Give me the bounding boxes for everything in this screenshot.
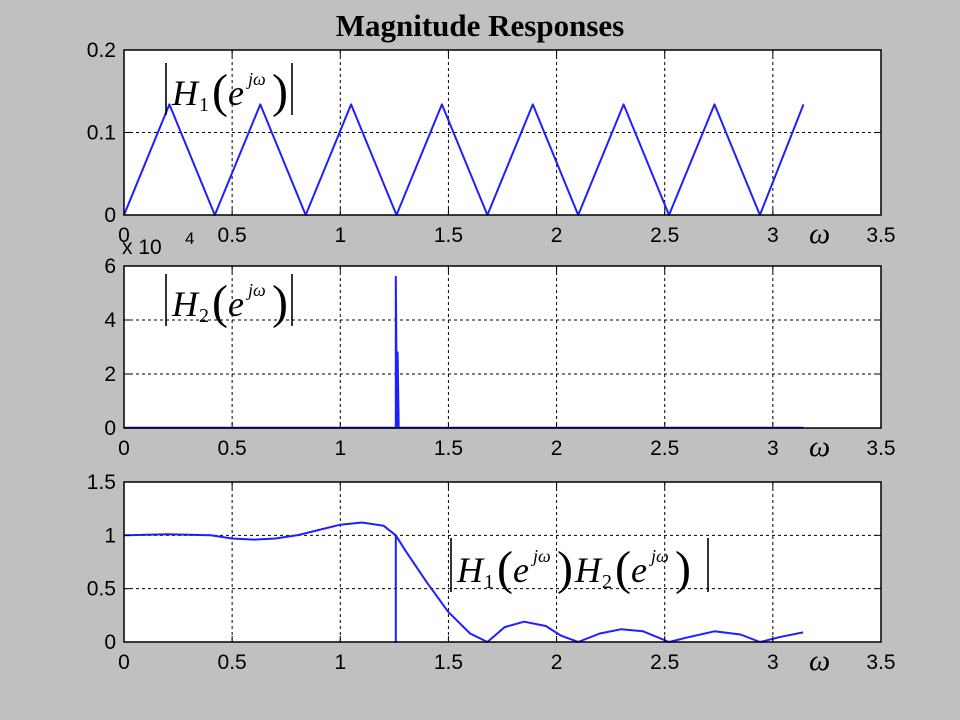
formula-exp-2: jω (649, 546, 669, 566)
formula-exp: jω (246, 280, 266, 300)
x-tick-label: 1.5 (434, 224, 463, 247)
x-tick-label: 0.5 (218, 224, 247, 247)
y-tick-label: 2 (104, 363, 116, 386)
scale-note-power: 4 (185, 229, 194, 248)
x-tick-label: 2 (551, 437, 563, 460)
formula-base-1: e (513, 550, 529, 590)
x-tick-label: 1 (334, 437, 346, 460)
formula-exp-1: jω (531, 546, 551, 566)
x-tick-label: 3 (767, 437, 779, 460)
x-tick-label: 0.5 (218, 651, 247, 674)
x-tick-label: 1.5 (434, 651, 463, 674)
formula-label: H 1(e jω) H 2(e jω) (450, 538, 709, 595)
x-tick-label: 3.5 (866, 651, 895, 674)
formula-base-2: e (631, 550, 647, 590)
x-tick-label: 3.5 (866, 224, 895, 247)
series-line (123, 521, 804, 643)
formula-base: e (228, 284, 244, 324)
formula-H: H (171, 73, 200, 113)
x-tick-label: 1 (334, 224, 346, 247)
x-tick-label: 0 (118, 651, 130, 674)
y-tick-label: 0 (104, 204, 116, 227)
series-line (123, 103, 805, 216)
x-tick-label: 3 (767, 224, 779, 247)
y-tick-label: 0.1 (87, 122, 116, 145)
formula-paren-close-1: ) (557, 542, 573, 595)
page-title: Magnitude Responses (335, 8, 625, 43)
x-tick-label: 0 (118, 437, 130, 460)
y-tick-label: 0 (104, 631, 116, 654)
x-tick-label: 2.5 (650, 437, 679, 460)
y-tick-label: 0.5 (87, 578, 116, 601)
x-tick-label: 2 (551, 651, 563, 674)
subplot-1: 0 0.5 1 1.5 2 2.5 3 3.500.10.2ωH 1(e jω) (87, 39, 896, 250)
formula-exp: jω (246, 69, 266, 89)
plot-area (124, 482, 881, 642)
scale-note: x 10 (122, 236, 162, 259)
x-tick-label: 2 (551, 224, 563, 247)
x-tick-label: 3.5 (866, 437, 895, 460)
formula-paren-close: ) (272, 65, 288, 118)
formula-paren-open: ( (212, 65, 228, 118)
formula-sub: 2 (199, 305, 209, 327)
x-axis-symbol: ω (809, 430, 830, 463)
formula-paren-close: ) (272, 276, 288, 329)
formula-H: H (171, 284, 200, 324)
y-tick-label: 4 (104, 309, 116, 332)
x-axis-symbol: ω (809, 217, 830, 250)
plot-frame (123, 481, 882, 643)
subplot-3: 0 0.5 1 1.5 2 2.5 3 3.500.511.5ωH 1(e jω) H 2(e jω) (87, 471, 896, 677)
formula-label: H 1(e jω) (165, 63, 293, 118)
y-tick-label: 6 (104, 255, 116, 278)
formula-paren-open-1: ( (497, 542, 513, 595)
formula-paren-open: ( (212, 276, 228, 329)
y-tick-label: 1.5 (87, 471, 116, 494)
x-tick-label: 0 (118, 224, 130, 247)
x-tick-label: 1.5 (434, 437, 463, 460)
x-tick-label: 2.5 (650, 651, 679, 674)
formula-H2: H (574, 550, 603, 590)
formula-sub2: 2 (602, 571, 612, 593)
x-tick-label: 2.5 (650, 224, 679, 247)
formula-base: e (228, 73, 244, 113)
formula-sub1: 1 (484, 571, 494, 593)
plot-area (124, 266, 881, 428)
formula-paren-close-2: ) (675, 542, 691, 595)
formula-paren-open-2: ( (615, 542, 631, 595)
plot-frame (123, 265, 882, 429)
x-tick-label: 3 (767, 651, 779, 674)
y-tick-label: 0 (104, 417, 116, 440)
y-tick-label: 1 (104, 524, 116, 547)
formula-H1: H (456, 550, 485, 590)
x-tick-label: 0.5 (218, 437, 247, 460)
x-tick-label: 1 (334, 651, 346, 674)
x-axis-symbol: ω (809, 644, 830, 677)
y-tick-label: 0.2 (87, 39, 116, 62)
formula-label: H 2(e jω) (165, 274, 293, 329)
formula-sub: 1 (199, 94, 209, 116)
